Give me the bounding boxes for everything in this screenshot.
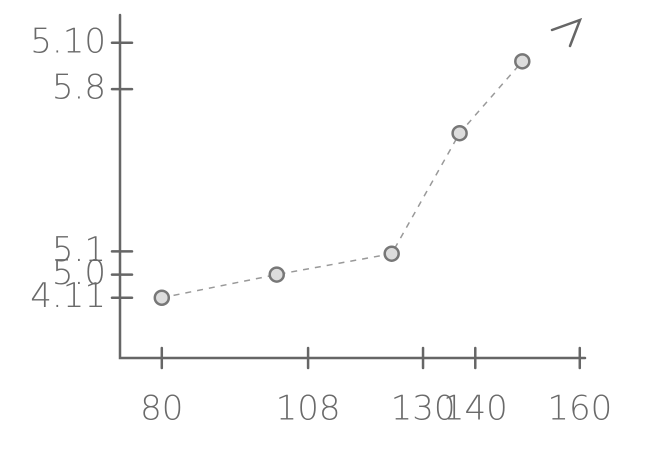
y-tick-label: 5.8 [52,68,106,108]
trend-line [162,61,523,297]
y-tick-label: 5.1 [52,230,106,270]
chart: 4.115.05.15.85.1080108130140160 [0,0,662,454]
point [155,291,169,305]
x-tick-label: 160 [547,389,612,429]
point [515,54,529,68]
point [270,268,284,282]
x-tick-label: 80 [140,389,183,429]
point [385,247,399,261]
y-tick-label: 5.10 [30,21,106,61]
trend-arrow [552,20,580,46]
point [453,126,467,140]
axes [120,15,585,358]
x-tick-label: 108 [276,389,341,429]
x-tick-label: 140 [443,389,508,429]
